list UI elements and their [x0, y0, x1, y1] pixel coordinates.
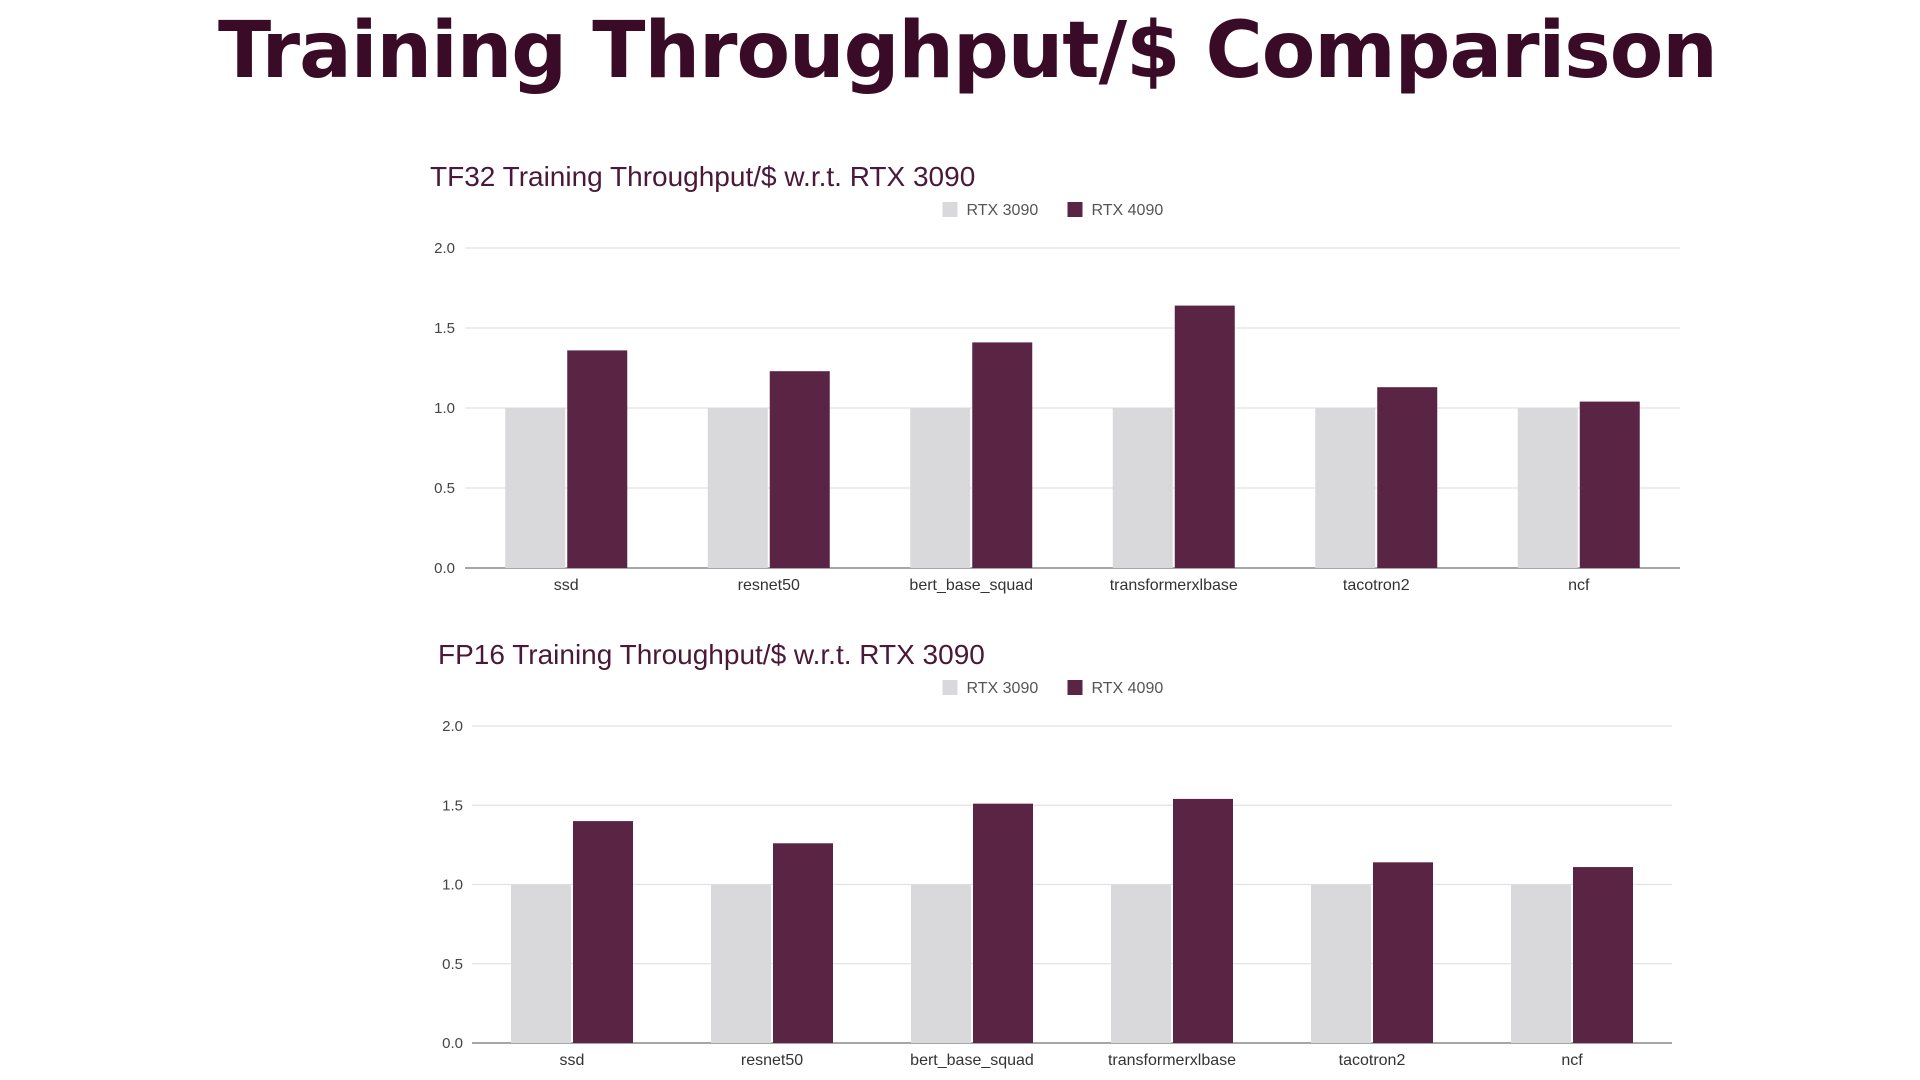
y-tick-label: 0.0 — [442, 1035, 463, 1052]
y-tick-label: 1.0 — [434, 400, 455, 417]
category-label: ncf — [1568, 577, 1590, 594]
bar-rtx-4090-transformerxlbase — [1174, 305, 1235, 568]
y-tick-label: 1.0 — [442, 877, 463, 894]
y-tick-label: 2.0 — [442, 718, 463, 735]
chart-title: TF32 Training Throughput/$ w.r.t. RTX 30… — [430, 161, 975, 192]
bar-rtx-3090-ncf — [1511, 884, 1571, 1043]
legend-swatch-rtx-3090 — [942, 202, 958, 217]
bar-rtx-4090-bert_base_squad — [972, 342, 1033, 568]
slide-title: Training Throughput/$ Comparison — [218, 6, 1718, 96]
y-tick-label: 1.5 — [434, 320, 455, 337]
bar-rtx-4090-transformerxlbase — [1173, 798, 1233, 1043]
chart-title: FP16 Training Throughput/$ w.r.t. RTX 30… — [438, 639, 985, 670]
category-label: tacotron2 — [1339, 1052, 1406, 1069]
bar-rtx-4090-ssd — [573, 821, 633, 1043]
category-label: transformerxlbase — [1110, 577, 1238, 594]
bar-rtx-3090-resnet50 — [707, 408, 768, 568]
category-label: resnet50 — [738, 577, 800, 594]
bar-rtx-3090-bert_base_squad — [911, 884, 971, 1043]
bar-rtx-4090-bert_base_squad — [973, 803, 1033, 1043]
bar-rtx-4090-resnet50 — [773, 843, 833, 1043]
y-tick-label: 0.0 — [434, 560, 455, 577]
legend-swatch-rtx-3090 — [942, 680, 958, 695]
bar-rtx-4090-resnet50 — [769, 371, 830, 568]
legend-swatch-rtx-4090 — [1067, 680, 1083, 695]
bar-rtx-3090-transformerxlbase — [1111, 884, 1171, 1043]
category-label: bert_base_squad — [910, 1052, 1034, 1069]
bar-rtx-3090-ncf — [1517, 408, 1578, 568]
bar-rtx-4090-ssd — [567, 350, 628, 568]
bar-rtx-4090-ncf — [1579, 401, 1640, 568]
category-label: ncf — [1561, 1052, 1583, 1069]
category-label: transformerxlbase — [1108, 1052, 1236, 1069]
bar-rtx-4090-ncf — [1573, 867, 1633, 1043]
tf32-chart: TF32 Training Throughput/$ w.r.t. RTX 30… — [430, 161, 1680, 594]
category-label: ssd — [554, 577, 579, 594]
bar-rtx-3090-bert_base_squad — [910, 408, 971, 568]
bar-rtx-4090-tacotron2 — [1373, 862, 1433, 1043]
category-label: bert_base_squad — [909, 577, 1033, 594]
y-tick-label: 1.5 — [442, 797, 463, 814]
legend-label: RTX 3090 — [967, 202, 1039, 219]
legend-swatch-rtx-4090 — [1067, 202, 1083, 217]
bar-rtx-3090-ssd — [511, 884, 571, 1043]
category-label: tacotron2 — [1343, 577, 1410, 594]
bar-rtx-3090-tacotron2 — [1315, 408, 1376, 568]
y-tick-label: 2.0 — [434, 240, 455, 257]
legend-label: RTX 3090 — [967, 680, 1039, 697]
category-label: resnet50 — [741, 1052, 803, 1069]
bar-rtx-3090-tacotron2 — [1311, 884, 1371, 1043]
bar-rtx-3090-ssd — [505, 408, 566, 568]
fp16-chart: FP16 Training Throughput/$ w.r.t. RTX 30… — [438, 639, 1672, 1069]
bar-rtx-3090-resnet50 — [711, 884, 771, 1043]
y-tick-label: 0.5 — [442, 956, 463, 973]
y-tick-label: 0.5 — [434, 480, 455, 497]
legend-label: RTX 4090 — [1092, 680, 1164, 697]
bar-rtx-3090-transformerxlbase — [1112, 408, 1173, 568]
bar-rtx-4090-tacotron2 — [1377, 387, 1438, 568]
legend-label: RTX 4090 — [1092, 202, 1164, 219]
category-label: ssd — [560, 1052, 585, 1069]
